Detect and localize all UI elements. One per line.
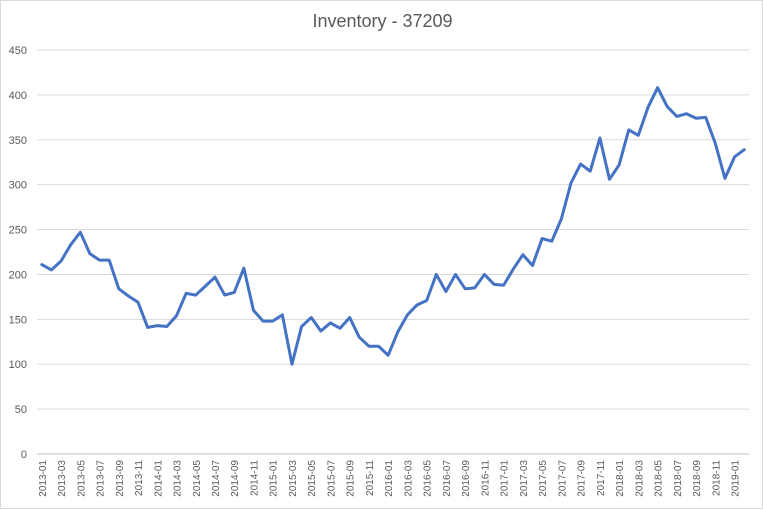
x-tick-label: 2013-09 — [115, 460, 126, 497]
x-tick-label: 2016-03 — [403, 460, 414, 497]
x-tick-label: 2014-05 — [192, 460, 203, 497]
x-tick-label: 2014-01 — [153, 460, 164, 497]
x-tick-label: 2015-03 — [288, 460, 299, 497]
x-tick-label: 2013-03 — [57, 460, 68, 497]
y-tick-label: 100 — [9, 359, 27, 371]
x-tick-label: 2015-09 — [346, 460, 357, 497]
x-tick-label: 2018-05 — [654, 460, 665, 497]
x-tick-label: 2017-07 — [557, 460, 568, 497]
x-tick-label: 2017-01 — [500, 460, 511, 497]
x-tick-label: 2017-11 — [596, 460, 607, 496]
y-tick-label: 0 — [21, 449, 27, 461]
x-tick-label: 2016-09 — [461, 460, 472, 497]
x-tick-label: 2019-01 — [731, 460, 742, 497]
x-tick-label: 2015-07 — [326, 460, 337, 497]
x-tick-label: 2015-01 — [269, 460, 280, 497]
x-tick-label: 2014-03 — [173, 460, 184, 497]
y-tick-label: 50 — [15, 404, 27, 416]
x-tick-label: 2015-05 — [307, 460, 318, 497]
y-tick-label: 400 — [9, 90, 27, 102]
x-tick-label: 2013-05 — [76, 460, 87, 497]
x-tick-label: 2018-09 — [692, 460, 703, 497]
x-tick-label: 2014-09 — [230, 460, 241, 497]
y-tick-label: 450 — [9, 45, 27, 57]
x-tick-label: 2018-11 — [711, 460, 722, 496]
series-line — [40, 86, 746, 366]
x-tick-label: 2017-03 — [519, 460, 530, 497]
x-tick-label: 2018-07 — [673, 460, 684, 497]
x-tick-label: 2018-03 — [634, 460, 645, 497]
x-tick-label: 2017-09 — [577, 460, 588, 497]
x-tick-label: 2013-07 — [96, 460, 107, 497]
x-tick-label: 2014-11 — [249, 460, 260, 496]
y-tick-label: 200 — [9, 269, 27, 281]
x-tick-label: 2014-07 — [211, 460, 222, 497]
y-tick-label: 300 — [9, 180, 27, 192]
y-tick-label: 350 — [9, 135, 27, 147]
x-tick-label: 2016-11 — [480, 460, 491, 496]
x-tick-label: 2013-11 — [134, 460, 145, 496]
y-tick-label: 250 — [9, 225, 27, 237]
x-tick-label: 2016-01 — [384, 460, 395, 497]
x-tick-label: 2015-11 — [365, 460, 376, 496]
x-tick-label: 2013-01 — [38, 460, 49, 497]
x-tick-label: 2018-01 — [615, 460, 626, 497]
x-tick-label: 2016-05 — [423, 460, 434, 497]
y-tick-label: 150 — [9, 314, 27, 326]
x-tick-label: 2017-05 — [538, 460, 549, 497]
x-tick-label: 2016-07 — [442, 460, 453, 497]
chart-title: Inventory - 37209 — [312, 11, 453, 31]
